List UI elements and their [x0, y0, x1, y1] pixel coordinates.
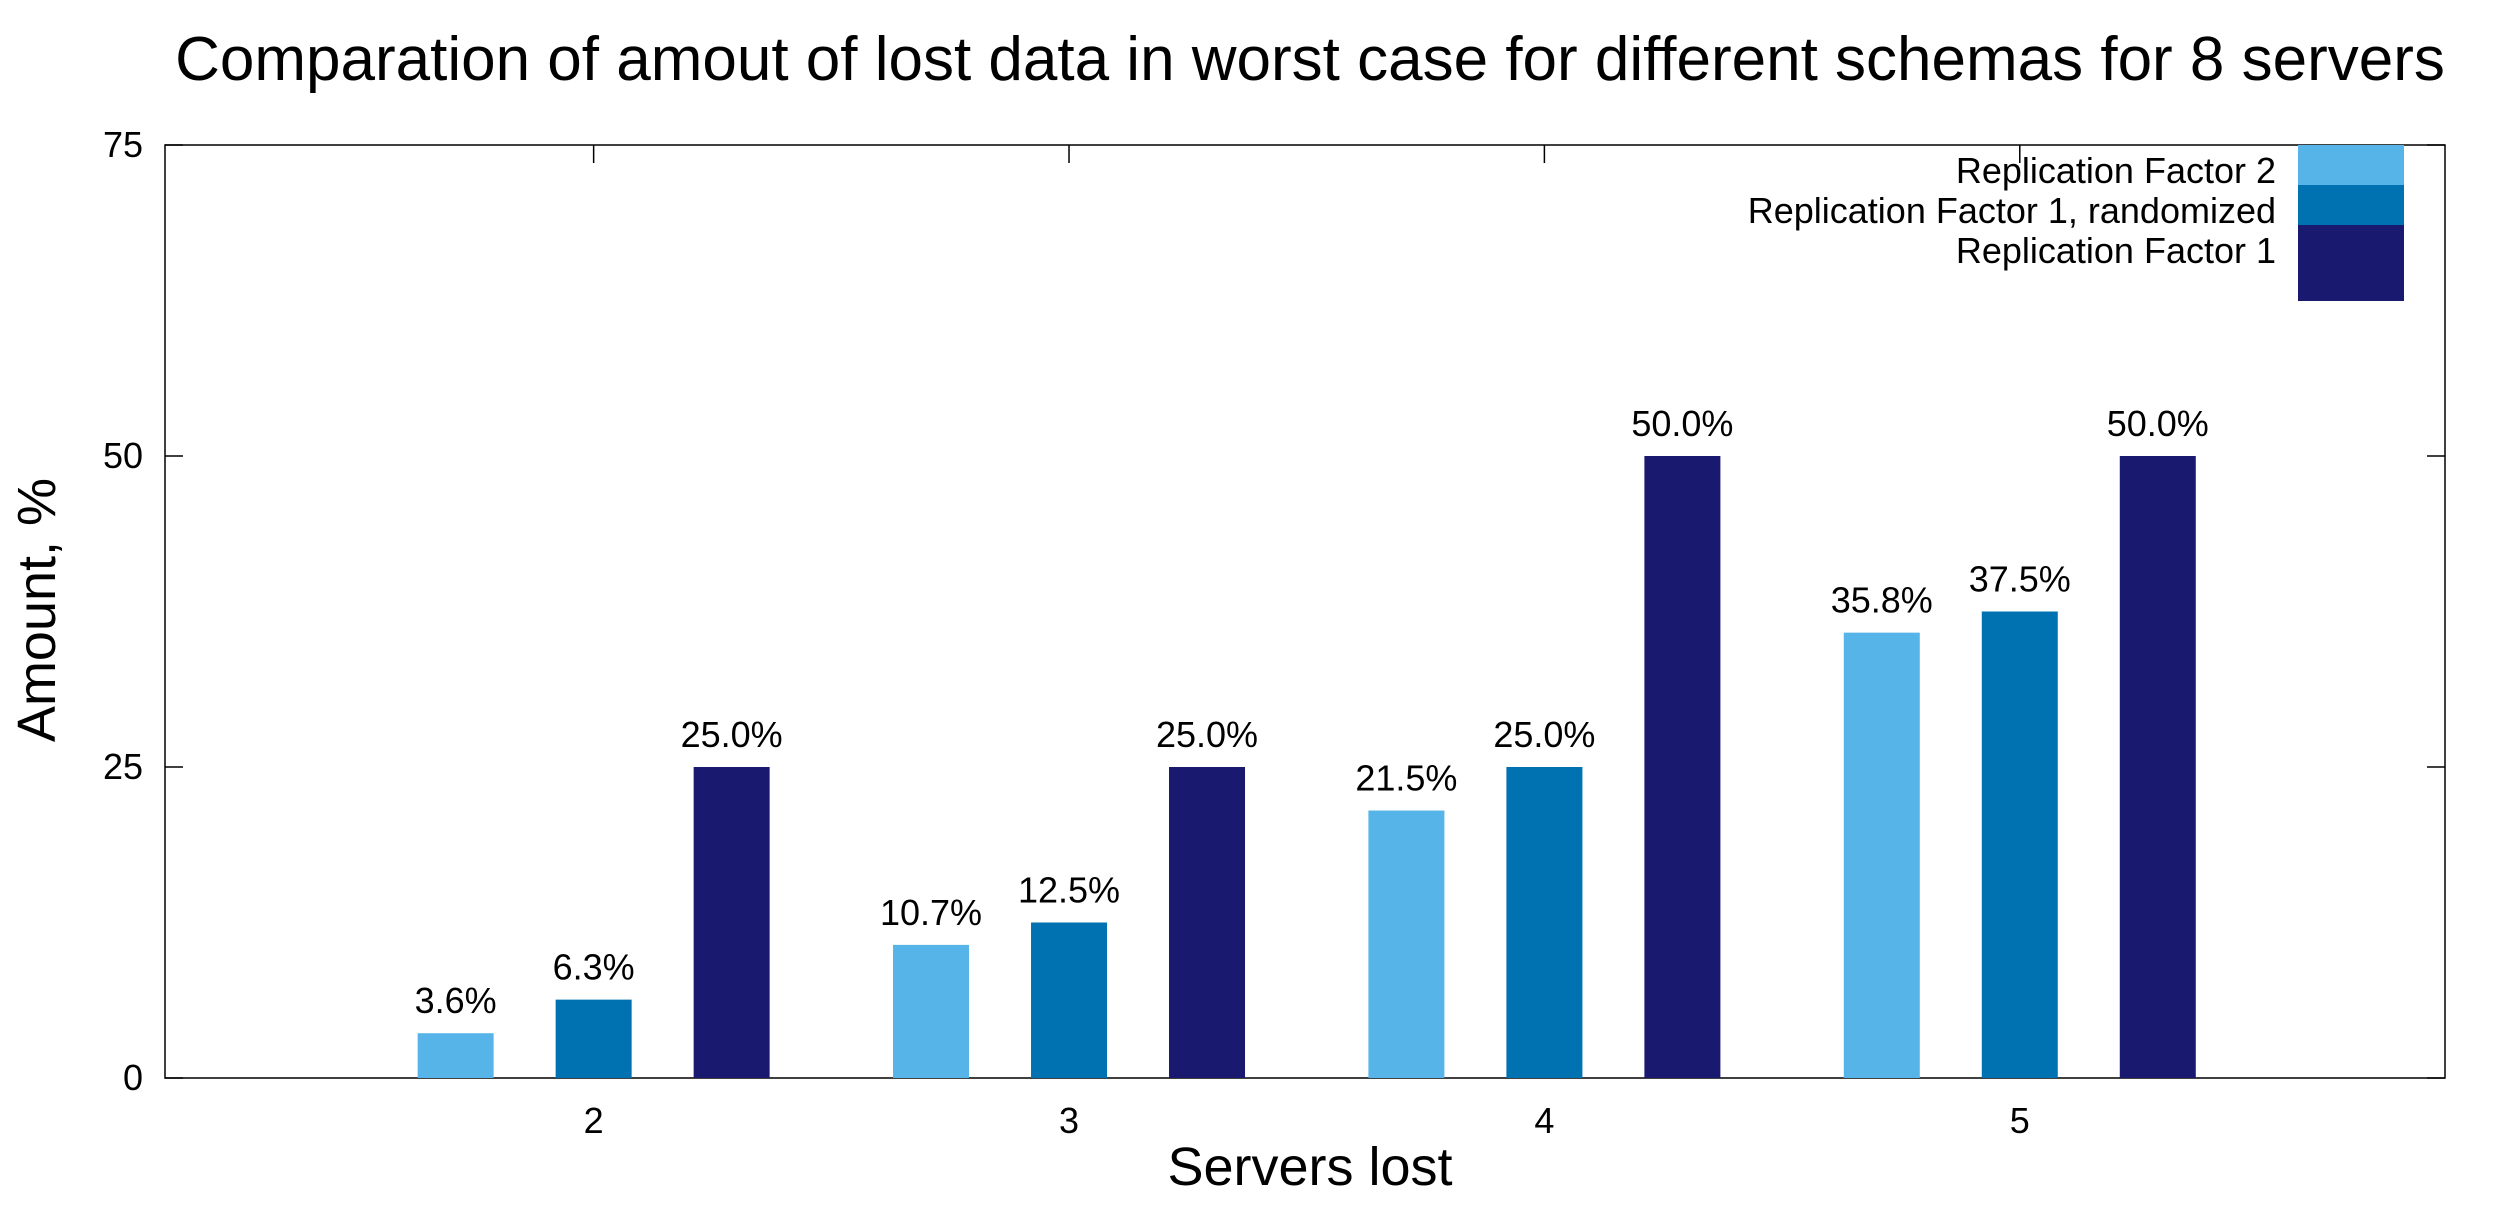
bar-value-label: 12.5% [1018, 870, 1120, 911]
bar-value-label: 25.0% [681, 714, 783, 755]
y-axis-label: Amount, % [7, 478, 67, 742]
bar-value-label: 25.0% [1493, 714, 1595, 755]
bar-value-label: 50.0% [2107, 403, 2209, 444]
legend-label: Replication Factor 2 [1956, 150, 2276, 191]
y-tick-label: 75 [103, 124, 143, 165]
y-axis-ticks: 0 25 50 75 [103, 124, 2445, 1098]
plot-frame [164, 144, 2446, 1079]
y-tick-label: 0 [123, 1057, 143, 1098]
x-tick-label: 5 [2010, 1100, 2030, 1141]
bar-value-label: 50.0% [1631, 403, 1733, 444]
value-labels: 3.6% 10.7% 21.5% 35.8% 6.3% 12.5% 25.0% 37.5% 25… [415, 403, 2209, 1021]
bar [1644, 456, 1721, 1078]
x-tick-label: 4 [1534, 1100, 1554, 1141]
plot-border [164, 144, 2446, 1079]
legend-label: Replication Factor 1, randomized [1748, 190, 2276, 231]
x-axis-label: Servers lost [1167, 1137, 1452, 1197]
bar [1843, 632, 1920, 1078]
bar-value-label: 37.5% [1969, 559, 2071, 600]
bar-value-label: 35.8% [1831, 580, 1933, 621]
bar [893, 944, 970, 1078]
x-tick-label: 2 [584, 1100, 604, 1141]
chart-title: Comparation of amout of lost data in wor… [175, 25, 2445, 94]
bar [1981, 611, 2058, 1078]
bar-value-label: 6.3% [553, 947, 635, 988]
bar-value-label: 21.5% [1355, 758, 1457, 799]
bar [1031, 922, 1108, 1078]
bar-value-label: 3.6% [415, 980, 497, 1021]
bars [417, 456, 2196, 1078]
bar-value-label: 25.0% [1156, 714, 1258, 755]
x-axis-ticks: 2 3 4 5 [584, 145, 2030, 1141]
bar [693, 767, 770, 1078]
bar [555, 999, 632, 1078]
legend-label: Replication Factor 1 [1956, 230, 2276, 271]
bar [417, 1033, 494, 1078]
y-tick-label: 50 [103, 435, 143, 476]
bar [1169, 767, 1246, 1078]
bar [2119, 456, 2196, 1078]
x-tick-label: 3 [1059, 1100, 1079, 1141]
legend-swatch [2298, 225, 2404, 301]
bar [1368, 810, 1445, 1078]
bar [1506, 767, 1583, 1078]
bar-value-label: 10.7% [880, 892, 982, 933]
y-tick-label: 25 [103, 746, 143, 787]
legend-swatch [2298, 145, 2404, 185]
legend-swatch [2298, 185, 2404, 225]
